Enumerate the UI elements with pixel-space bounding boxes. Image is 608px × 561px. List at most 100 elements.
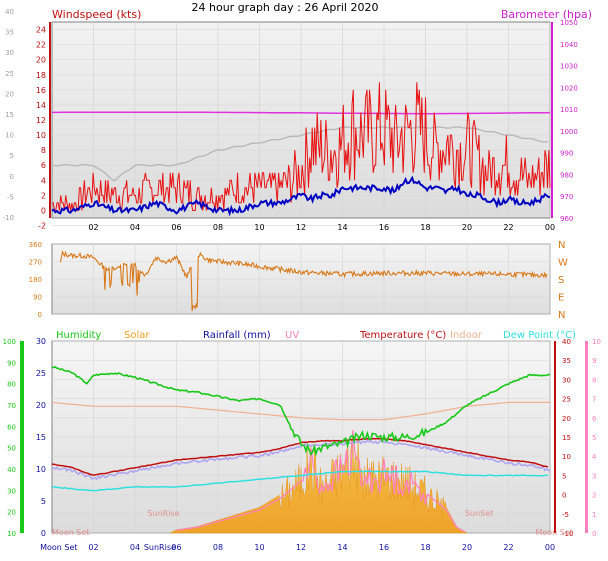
wind-tick-label: 4 [41,176,46,185]
gust-line [52,82,551,211]
legend-item: Temperature (°C) [359,330,446,341]
wind-x-tick: 16 [379,223,389,232]
wind-tick-label: 0 [41,206,46,215]
wind-tick-label: 22 [36,41,46,50]
dir-compass-label: N [558,240,565,251]
outer-tick-label: 20 [5,90,14,98]
humidity-axis-bar [20,341,24,533]
wind-tick-label: 12 [36,116,46,125]
outer-tick-label: 25 [5,70,14,78]
outer-tick-label: 10 [5,132,14,140]
rain-tick: 0 [41,529,46,538]
temp-series [51,365,551,534]
wind-tick-label: 10 [36,131,46,140]
temp-tick: 30 [562,376,571,384]
baro-tick-label: 1030 [560,63,578,71]
rain-axis-ticks: 0 5 10 15 20 25 30 [36,337,46,538]
outer-left-axis-ticks: -10 -5 0 5 10 15 20 25 30 35 40 [3,8,14,222]
wind-tick-label: 16 [36,86,46,95]
wind-x-tick: 06 [171,223,181,232]
temp-x-tick: 06 [171,543,181,552]
legend-item: Solar [124,330,150,341]
rain-tick: 30 [36,337,46,346]
direction-degree-ticks: 360 270 180 90 0 [29,241,42,319]
wind-x-tick: 18 [420,223,430,232]
baro-tick-label: 980 [560,171,573,179]
outer-tick-label: 5 [10,152,14,160]
outer-tick-label: -10 [3,214,14,222]
outer-tick-label: 30 [5,49,14,57]
baro-tick-label: 1010 [560,106,578,114]
wind-x-axis-ticks: 02 04 06 08 10 12 14 16 18 20 22 00 [88,223,555,232]
uv-tick: 9 [592,357,596,365]
temp-x-tick: Moon Set [40,543,77,552]
temp-x-tick: 20 [462,543,472,552]
temp-tick: 0 [562,492,566,500]
dir-deg-label: 360 [29,241,42,249]
dir-deg-label: 270 [29,259,42,267]
temp-companion-line [51,439,551,481]
humidity-tick: 100 [3,338,16,346]
temp-x-tick: 22 [503,543,513,552]
temp-x-tick: 08 [213,543,223,552]
outer-tick-label: 0 [10,173,14,181]
temp-tick: -10 [562,530,573,538]
humidity-tick: 70 [7,402,16,410]
humidity-axis-ticks: 10 20 30 40 50 60 70 80 90 100 [3,338,16,538]
direction-series [59,250,548,312]
temp-x-tick: 18 [420,543,430,552]
wind-x-tick: 08 [213,223,223,232]
average-wind-line [51,126,548,182]
sun-moon-annotation: SunSet [465,509,493,518]
temp-x-tick: 12 [296,543,306,552]
wind-tick-label: 2 [41,191,46,200]
baro-tick-label: 990 [560,150,573,158]
uv-axis-ticks: 0 1 2 3 4 5 6 7 8 9 10 [592,338,601,538]
wind-series [51,82,551,217]
wind-tick-label: 24 [36,26,46,35]
barometer-line [52,111,551,115]
windspeed-axis-label: Windspeed (kts) [52,8,141,21]
temp-x-tick: 04 [130,543,140,552]
dir-compass-label: N [558,310,565,321]
wind-x-tick: 22 [503,223,513,232]
sun-moon-annotation: SunRise [147,509,179,518]
wind-x-tick: 20 [462,223,472,232]
temp-tick: 35 [562,357,571,365]
wind-tick-label: 14 [36,101,46,110]
temp-tick: 25 [562,396,571,404]
dir-compass-label: W [558,258,568,269]
temp-x-tick: 02 [88,543,98,552]
temp-tick: 40 [562,338,571,346]
wind-tick-label: 20 [36,56,46,65]
uv-axis-bar [585,341,588,533]
temp-right-axis-bar [554,341,556,533]
rain-tick: 15 [36,433,46,442]
baro-tick-label: 1050 [560,19,578,27]
uv-line [176,430,466,533]
baro-axis-bar [551,22,553,218]
wind-tick-label: 6 [41,161,46,170]
humidity-tick: 50 [7,445,16,453]
outer-tick-label: 40 [5,8,14,16]
temp-legend: Humidity Solar Rainfall (mm) UV Temperature … [56,330,576,341]
wind-x-tick: 14 [337,223,347,232]
wind-x-tick: 00 [545,223,555,232]
sun-moon-annotation: Moon Set [52,528,89,537]
temp-x-tick: 10 [254,543,264,552]
wind-x-tick: 10 [254,223,264,232]
uv-tick: 2 [592,492,596,500]
temp-x-tick: SunRise [144,543,176,552]
outer-tick-label: 35 [5,29,14,37]
rain-tick: 25 [36,369,46,378]
uv-tick: 4 [592,453,597,461]
dir-deg-label: 0 [38,311,42,319]
chart-title: 24 hour graph day : 26 April 2020 [192,1,379,14]
windspeed-line [51,175,551,217]
wind-x-tick: 04 [130,223,140,232]
wind-x-tick: 02 [88,223,98,232]
legend-item: Rainfall (mm) [203,330,271,341]
legend-item: Indoor [450,330,483,341]
humidity-tick: 80 [7,381,16,389]
